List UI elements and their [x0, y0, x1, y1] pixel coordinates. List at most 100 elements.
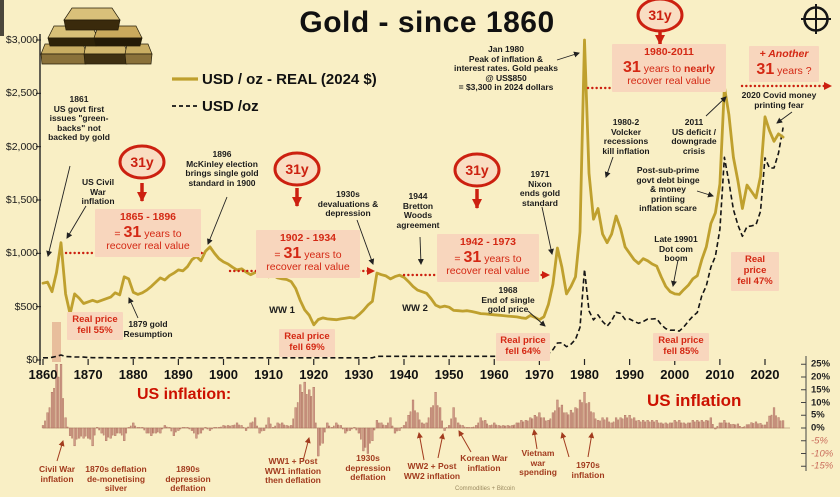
inflation-bar [549, 418, 552, 429]
inflation-bar [694, 421, 696, 429]
civil-war-band [52, 322, 61, 362]
inflation-bar [660, 422, 663, 429]
inflation-bar [371, 427, 374, 441]
inflation-bar [495, 424, 498, 429]
inflation-bar [369, 427, 371, 444]
x-axis-label: 1940 [389, 367, 419, 382]
inflation-bar [448, 425, 451, 429]
inflation-bar [375, 420, 379, 429]
inflation-bar [691, 420, 694, 429]
inflation-bar [53, 388, 55, 429]
inflation-bar [285, 425, 288, 429]
callout-arrow [417, 236, 424, 265]
chart-callout: 1930s devaluations & depression [317, 189, 379, 219]
inflation-bar [680, 422, 683, 429]
inflation-bar [542, 417, 545, 429]
inflation-bar [452, 407, 455, 429]
inflation-bar [423, 423, 425, 429]
x-axis-label: 1910 [254, 367, 284, 382]
inflation-bar [143, 427, 146, 431]
recovery-period-box: 1942 - 1973 = 31 years to recover real val… [437, 234, 539, 282]
inflation-bar [533, 415, 536, 429]
inflation-bar [666, 423, 669, 429]
inflation-bar [484, 420, 487, 429]
legend-label-nominal: USD /oz [202, 98, 259, 115]
inflation-bar [709, 417, 712, 429]
inflation-bar [644, 421, 646, 429]
inflation-bar [274, 425, 276, 429]
inflation-bar [102, 427, 105, 436]
inflation-bar [522, 421, 525, 429]
inflation-bar [204, 427, 207, 429]
inflation-bar [330, 427, 333, 429]
x-axis-label: 1980 [570, 367, 599, 382]
callout-arrow [66, 205, 87, 239]
chart-callout: 1944 Bretton Woods agreement [396, 191, 440, 230]
inflation-bar [734, 424, 737, 429]
inflation-bar [287, 425, 290, 429]
thirty-one-year-label: 31y [285, 161, 309, 177]
inflation-bar [777, 417, 780, 429]
inflation-bar [481, 420, 484, 429]
callout-arrow [46, 165, 71, 257]
chart-callout: Jan 1980 Peak of inflation & interest rate… [454, 44, 558, 93]
inflation-bar [226, 425, 230, 429]
inflation-bar [384, 425, 388, 429]
inflation-bar [170, 427, 173, 432]
inflation-bar [71, 427, 73, 439]
thirty-one-year-oval [118, 144, 166, 180]
inflation-bar [486, 423, 489, 429]
callout-arrow [556, 51, 580, 61]
inflation-callout-arrow [531, 429, 538, 450]
inflation-bar [154, 427, 157, 434]
inflation-bar [323, 427, 326, 433]
inflation-bar [184, 427, 186, 429]
inflation-bar [770, 414, 773, 429]
inflation-axis-label: -5% [811, 435, 828, 447]
inflation-bar [127, 427, 130, 429]
inflation-bar [657, 422, 660, 429]
inflation-bar [651, 420, 654, 429]
thirty-one-year-label: 31y [648, 7, 672, 23]
inflation-bar [109, 427, 112, 439]
gold-bars-icon [40, 7, 153, 65]
inflation-bar [664, 422, 667, 429]
inflation-bar [630, 418, 633, 429]
inflation-bar [161, 427, 164, 430]
inflation-bar [362, 427, 365, 452]
inflation-bar [759, 423, 762, 429]
inflation-bar [409, 411, 412, 429]
inflation-bar [754, 421, 758, 429]
inflation-bar [536, 416, 538, 429]
scan-artifact [0, 0, 4, 36]
inflation-bar [310, 396, 313, 429]
inflation-axis-label: -10% [811, 448, 834, 459]
inflation-bar [96, 427, 99, 429]
inflation-bar [540, 417, 543, 429]
y-axis-label: $500 [14, 300, 38, 313]
inflation-callout: Civil War inflation [38, 464, 76, 484]
callout-arrow [776, 111, 793, 124]
inflation-bar [436, 405, 439, 429]
inflation-bar [41, 425, 45, 429]
inflation-bar [193, 427, 195, 434]
inflation-bar [655, 420, 658, 429]
inflation-bar [750, 422, 753, 429]
inflation-bar [547, 420, 550, 429]
inflation-bar [319, 427, 322, 446]
inflation-bar [601, 417, 604, 429]
inflation-bar [714, 427, 717, 430]
inflation-bar [281, 422, 284, 429]
inflation-bar [524, 420, 527, 429]
inflation-bar [123, 427, 126, 441]
inflation-bar [382, 424, 385, 429]
inflation-bar [752, 423, 755, 429]
inflation-bar [490, 424, 493, 429]
inflation-bar [125, 427, 128, 434]
inflation-bar [727, 422, 730, 429]
inflation-bar [64, 417, 67, 429]
inflation-bar [741, 427, 744, 429]
y-axis-label: $1,000 [5, 247, 38, 260]
inflation-bar [84, 427, 87, 437]
inflation-bar [463, 426, 466, 429]
